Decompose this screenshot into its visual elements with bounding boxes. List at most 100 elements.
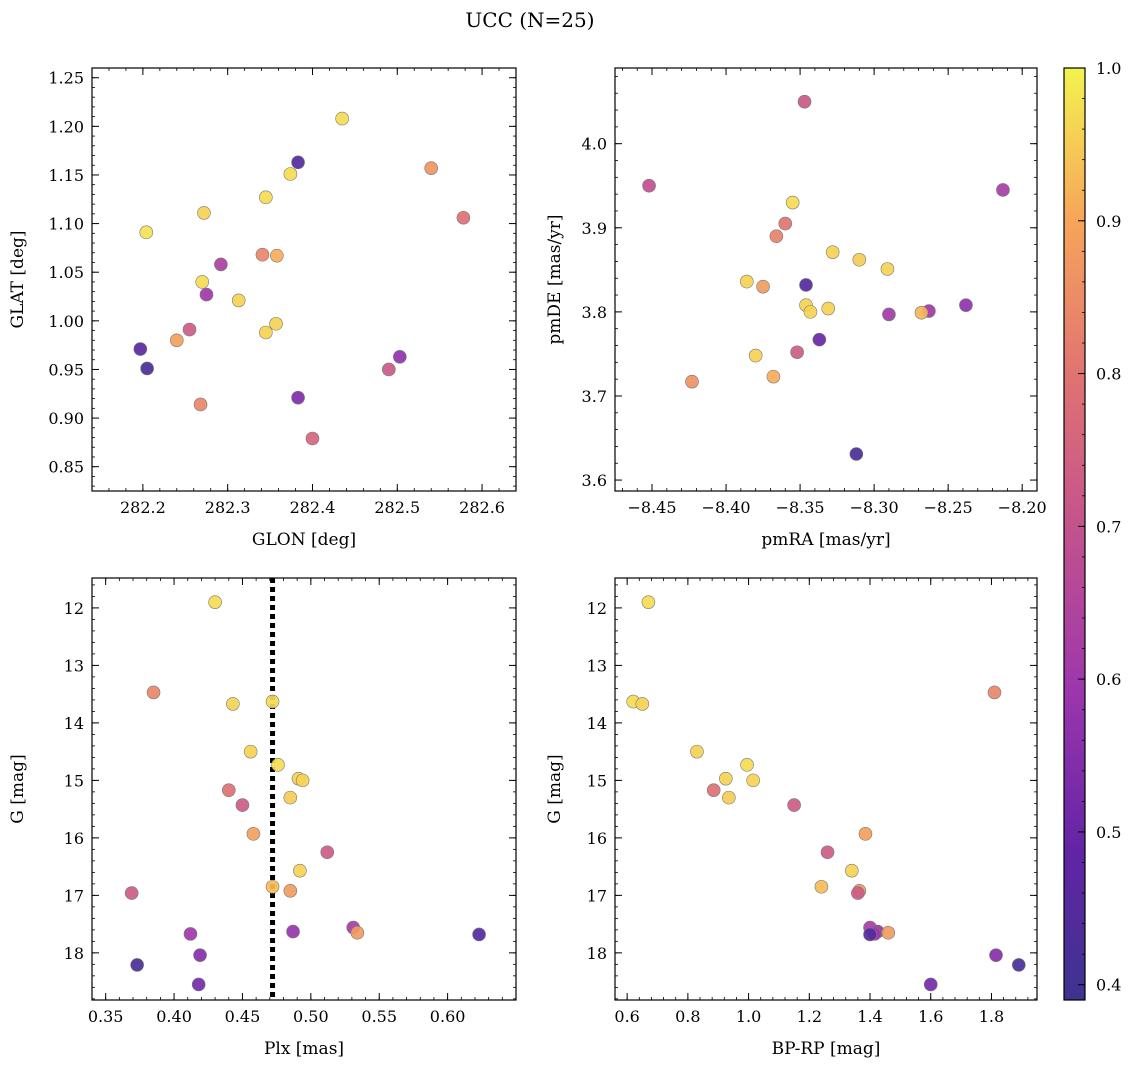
y-tick-label: 0.95 bbox=[48, 360, 84, 379]
scatter-point-glon-glat bbox=[140, 361, 154, 376]
scatter-point-cmd bbox=[722, 790, 736, 805]
scatter-point-plx-g bbox=[193, 948, 207, 962]
y-tick-label: 17 bbox=[64, 886, 84, 905]
scatter-point-glon-glat bbox=[259, 325, 273, 340]
scatter-point-cmd bbox=[814, 879, 829, 894]
y-tick-label: 0.85 bbox=[48, 458, 84, 477]
scatter-point-plx-g bbox=[226, 697, 240, 711]
scatter-point-glon-glat bbox=[424, 161, 439, 175]
y-tick-label: 15 bbox=[64, 771, 84, 790]
scatter-point-glon-glat bbox=[291, 390, 305, 405]
scatter-point-glon-glat bbox=[393, 350, 407, 364]
scatter-point-glon-glat bbox=[259, 190, 273, 205]
y-tick-label: 3.6 bbox=[582, 471, 607, 490]
y-tick-label: 12 bbox=[64, 599, 84, 618]
figure-title: UCC (N=25) bbox=[465, 8, 594, 32]
y-axis-label: G [mag] bbox=[8, 754, 28, 823]
panel-pm: −8.45 −8.40 −8.35 −8.30 −8.25 −8.20 3.6 3.7 3.8 3… bbox=[545, 67, 1047, 550]
x-axis-label: Plx [mas] bbox=[264, 1039, 344, 1059]
colorbar-tick-label: 0.7 bbox=[1096, 517, 1121, 536]
scatter-point-plx-g bbox=[265, 879, 280, 894]
scatter-point-cmd bbox=[987, 685, 1002, 700]
y-axis-label: pmDE [mas/yr] bbox=[545, 214, 565, 344]
scatter-point-plx-g bbox=[320, 845, 335, 860]
x-tick-label: 0.50 bbox=[293, 1007, 329, 1026]
plot-frame bbox=[614, 67, 1038, 492]
scatter-point-glon-glat bbox=[139, 225, 154, 240]
scatter-point-pm bbox=[812, 332, 827, 347]
scatter-point-pm bbox=[914, 305, 929, 320]
x-tick-label: 0.40 bbox=[156, 1007, 192, 1026]
scatter-point-pm bbox=[880, 262, 895, 276]
y-tick-label: 14 bbox=[587, 714, 607, 733]
x-tick-label: −8.25 bbox=[924, 498, 973, 517]
scatter-point-cmd bbox=[1011, 958, 1026, 972]
scatter-point-glon-glat bbox=[291, 155, 305, 170]
scatter-point-pm bbox=[778, 216, 793, 231]
scatter-point-pm bbox=[766, 369, 781, 384]
panel-glon-glat: 282.2 282.3 282.4 282.5 282.6 0.85 0.90 0.95 1.0… bbox=[8, 67, 517, 550]
scatter-point-pm bbox=[803, 305, 818, 319]
panel-plx-g: 0.35 0.40 0.45 0.50 0.55 0.60 12 13 14 15 16 17 18 Pl… bbox=[8, 577, 517, 1059]
colorbar-tick-label: 0.5 bbox=[1096, 823, 1121, 842]
scatter-point-cmd bbox=[787, 798, 801, 812]
colorbar-tick-label: 0.9 bbox=[1096, 212, 1121, 231]
scatter-point-glon-glat bbox=[193, 397, 208, 412]
scatter-point-cmd bbox=[858, 827, 873, 841]
scatter-point-pm bbox=[959, 298, 973, 312]
scatter-point-plx-g bbox=[146, 685, 161, 700]
scatter-point-plx-g bbox=[235, 798, 250, 812]
x-axis-label: BP-RP [mag] bbox=[772, 1039, 881, 1059]
x-tick-label: 282.3 bbox=[205, 498, 251, 517]
scatter-point-cmd bbox=[989, 948, 1003, 962]
scatter-point-cmd bbox=[746, 773, 760, 788]
scatter-point-pm bbox=[849, 447, 864, 461]
scatter-point-pm bbox=[825, 245, 840, 259]
y-tick-label: 17 bbox=[587, 886, 607, 905]
scatter-point-plx-g bbox=[243, 744, 258, 759]
scatter-point-cmd bbox=[635, 697, 650, 711]
scatter-point-plx-g bbox=[191, 977, 206, 992]
scatter-point-plx-g bbox=[221, 783, 236, 797]
scatter-point-cmd bbox=[740, 758, 754, 772]
scatter-point-pm bbox=[685, 374, 699, 389]
scatter-point-glon-glat bbox=[197, 206, 211, 220]
scatter-point-glon-glat bbox=[231, 293, 246, 308]
x-tick-label: −8.45 bbox=[628, 498, 677, 517]
x-tick-label: −8.30 bbox=[850, 498, 899, 517]
x-tick-label: 0.55 bbox=[361, 1007, 397, 1026]
x-tick-label: 282.2 bbox=[120, 498, 166, 517]
y-tick-label: 0.90 bbox=[48, 409, 84, 428]
plot-frame bbox=[614, 577, 1038, 1001]
colorbar-tick-label: 1.0 bbox=[1096, 59, 1121, 78]
scatter-point-glon-glat bbox=[283, 167, 298, 181]
scatter-point-glon-glat bbox=[270, 248, 284, 263]
colorbar: 0.4 0.5 0.6 0.7 0.8 0.9 1.0 bbox=[1063, 59, 1121, 1001]
x-tick-label: 282.6 bbox=[459, 498, 505, 517]
x-tick-label: −8.35 bbox=[776, 498, 825, 517]
x-tick-label: 0.60 bbox=[430, 1007, 466, 1026]
x-tick-label: 1.2 bbox=[797, 1007, 822, 1026]
scatter-point-plx-g bbox=[295, 773, 310, 788]
y-tick-label: 1.10 bbox=[48, 215, 84, 234]
y-tick-label: 4.0 bbox=[582, 135, 607, 154]
x-axis-label: GLON [deg] bbox=[252, 530, 356, 550]
x-tick-label: 282.4 bbox=[290, 498, 336, 517]
scatter-point-cmd bbox=[881, 925, 896, 940]
scatter-point-pm bbox=[756, 279, 770, 294]
scatter-point-cmd bbox=[706, 783, 721, 797]
scatter-point-glon-glat bbox=[269, 316, 283, 331]
y-tick-label: 1.25 bbox=[48, 69, 84, 88]
y-tick-label: 12 bbox=[587, 599, 607, 618]
scatter-point-plx-g bbox=[283, 883, 298, 898]
scatter-point-plx-g bbox=[350, 925, 365, 940]
scatter-point-pm bbox=[799, 278, 813, 292]
plot-frame bbox=[91, 67, 517, 492]
y-tick-label: 16 bbox=[587, 829, 607, 848]
scatter-point-plx-g bbox=[208, 595, 222, 609]
scatter-point-glon-glat bbox=[133, 342, 148, 356]
scatter-point-cmd bbox=[820, 845, 835, 860]
plot-frame bbox=[91, 577, 517, 1001]
scatter-point-cmd bbox=[690, 744, 704, 759]
x-tick-label: 1.0 bbox=[736, 1007, 761, 1026]
